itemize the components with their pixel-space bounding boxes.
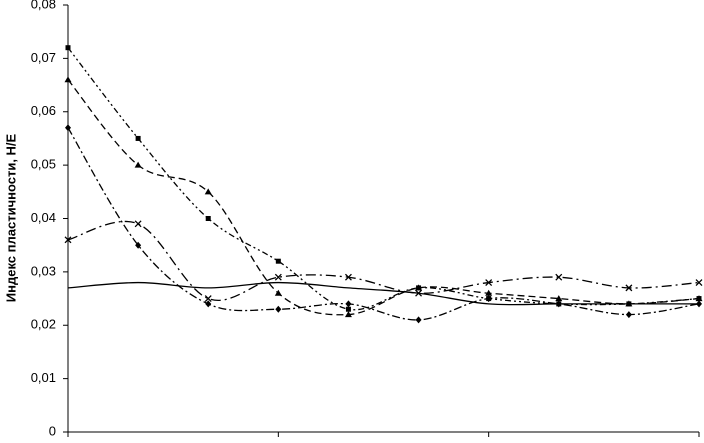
marker	[555, 273, 563, 281]
marker	[65, 45, 71, 51]
marker	[344, 311, 352, 318]
marker	[485, 289, 493, 296]
marker	[204, 188, 212, 195]
marker	[625, 284, 633, 292]
marker	[415, 289, 423, 297]
y-tick-label: 0,01	[31, 370, 56, 385]
marker	[625, 311, 632, 319]
y-tick-label: 0,06	[31, 103, 56, 118]
marker	[135, 135, 141, 141]
marker	[415, 284, 423, 291]
marker	[345, 306, 351, 312]
y-tick-label: 0,04	[31, 210, 56, 225]
marker	[555, 295, 563, 302]
marker	[275, 258, 281, 264]
marker	[204, 295, 212, 303]
series-line	[67, 281, 699, 306]
series-line	[67, 220, 700, 301]
marker	[134, 220, 142, 228]
marker	[205, 216, 211, 221]
marker	[274, 289, 282, 296]
marker	[205, 300, 212, 308]
marker	[134, 161, 142, 168]
marker	[485, 279, 493, 287]
y-tick-label: 0	[49, 423, 56, 438]
marker	[64, 76, 72, 83]
y-axis-title: Индекс пластичности, Н/Е	[3, 133, 18, 302]
y-tick-label: 0,05	[31, 157, 56, 172]
series-line	[67, 127, 700, 321]
marker	[625, 300, 633, 307]
marker	[274, 273, 282, 281]
series-line	[67, 47, 700, 311]
marker	[64, 236, 72, 244]
marker	[695, 295, 703, 302]
marker	[695, 279, 703, 287]
marker	[415, 316, 422, 324]
marker	[555, 300, 562, 308]
series-line	[67, 79, 700, 316]
marker	[344, 273, 352, 281]
marker	[696, 300, 702, 308]
marker	[65, 124, 71, 132]
y-tick-label: 0,08	[31, 0, 56, 11]
marker	[485, 295, 492, 303]
y-tick-label: 0,02	[31, 317, 56, 332]
marker	[345, 300, 352, 308]
marker	[275, 305, 282, 313]
y-tick-label: 0,07	[31, 50, 56, 65]
marker	[135, 241, 142, 249]
y-tick-label: 0,03	[31, 263, 56, 278]
